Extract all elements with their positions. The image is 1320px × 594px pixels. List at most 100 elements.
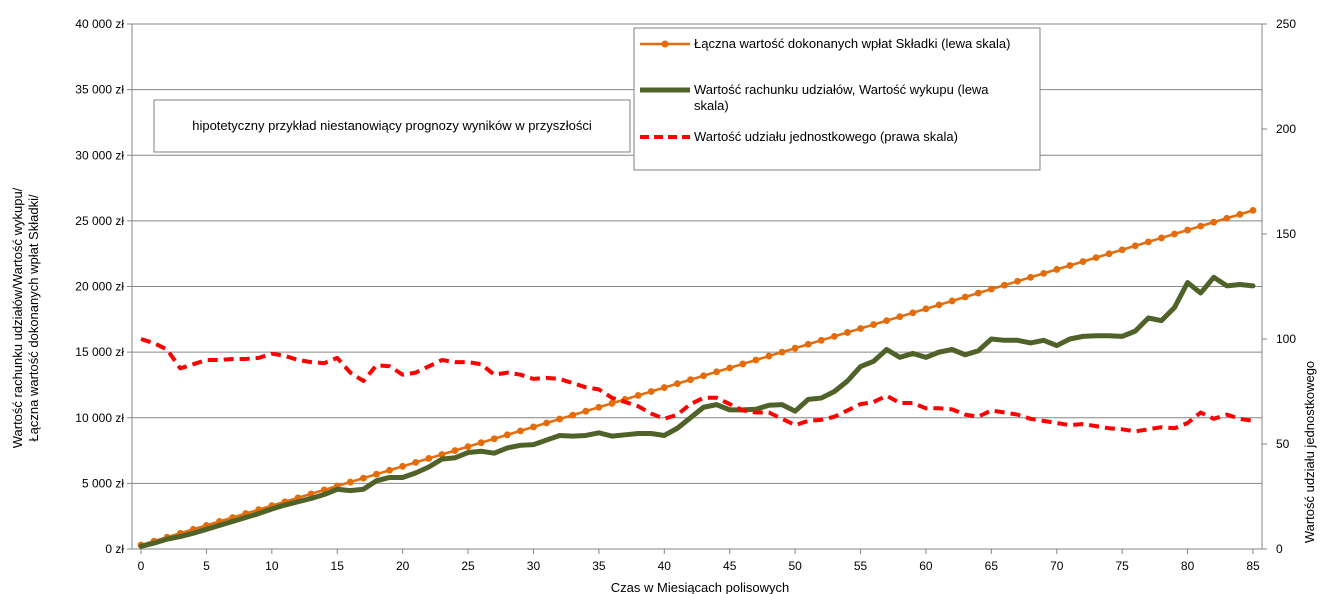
data-point-contributions [1131,242,1139,250]
x-tick-label: 35 [592,559,606,573]
x-tick-label: 75 [1115,559,1129,573]
data-point-contributions [857,325,864,332]
data-point-contributions [817,336,825,344]
left-axis-ticks: 0 zł 5 000 zł 10 000 zł 15 000 zł 20 000 zł 2… [75,17,132,556]
legend-item-account-value: Wartość rachunku udziałów, Wartość wykup… [640,82,992,113]
data-point-contributions [464,443,472,451]
data-point-contributions [739,360,747,368]
data-point-contributions [1092,254,1100,262]
data-point-contributions [883,317,891,325]
data-point-contributions [1118,246,1126,254]
data-point-contributions [830,332,838,340]
right-tick-label: 100 [1276,332,1296,346]
legend-label-account-value-line1: Wartość rachunku udziałów, Wartość wykup… [694,82,989,97]
x-tick-label: 15 [331,559,345,573]
data-point-contributions [844,329,851,336]
right-tick-label: 200 [1276,122,1296,136]
data-point-contributions [608,399,616,407]
data-point-contributions [477,439,485,447]
x-tick-label: 80 [1181,559,1195,573]
left-tick-label: 40 000 zł [75,17,124,31]
x-tick-label: 40 [658,559,672,573]
data-point-contributions [399,462,407,470]
legend-item-contributions: Łączna wartość dokonanych wpłat Składki … [640,36,1011,51]
data-point-contributions [569,411,577,419]
data-point-contributions [1171,230,1178,238]
legend-label-account-value-line2: skala) [694,98,729,113]
x-tick-label: 65 [985,559,999,573]
data-point-contributions [1223,214,1231,222]
data-point-contributions [909,309,917,317]
left-tick-label: 5 000 zł [82,476,124,490]
data-point-contributions [373,470,380,478]
data-point-contributions [556,415,564,423]
data-point-contributions [687,376,694,384]
series-line-unit-value [140,337,1254,434]
x-tick-label: 55 [854,559,868,573]
x-tick-label: 70 [1050,559,1064,573]
data-point-contributions [870,321,878,328]
x-tick-label: 85 [1246,559,1260,573]
left-tick-label: 25 000 zł [75,214,124,228]
data-point-contributions [1197,222,1205,230]
data-point-contributions [543,419,550,427]
data-point-contributions [647,388,655,395]
data-point-contributions [1236,210,1244,218]
data-point-contributions [673,380,681,388]
x-tick-label: 60 [919,559,933,573]
data-point-contributions [451,447,459,454]
left-tick-label: 20 000 zł [75,280,124,294]
data-point-contributions [1040,269,1048,277]
data-point-contributions [1249,206,1257,214]
legend-label-account-value: Wartość rachunku udziałów, Wartość wykup… [694,82,992,113]
left-tick-label: 35 000 zł [75,83,124,97]
legend-label-contributions: Łączna wartość dokonanych wpłat Składki … [694,36,1011,51]
data-point-contributions [1079,258,1087,265]
data-point-contributions [804,340,812,348]
left-tick-label: 15 000 zł [75,345,124,359]
data-point-contributions [490,435,498,443]
y-right-axis-title: Wartość udziału jednostkowego [1302,361,1317,543]
right-tick-label: 150 [1276,227,1296,241]
legend-label-unit-value: Wartość udziału jednostkowego (prawa ska… [694,129,958,144]
x-tick-label: 20 [396,559,410,573]
note-text: hipotetyczny przykład niestanowiący prog… [192,118,592,133]
data-point-contributions [987,285,995,293]
data-point-contributions [425,455,433,462]
data-point-contributions [1105,250,1113,258]
data-point-contributions [974,289,982,297]
x-axis-ticks: 0 5 10 15 20 25 30 35 40 45 50 55 60 65 70 75 80 85 [138,549,1260,573]
data-point-contributions [516,427,524,435]
note-box-frame [153,99,631,153]
legend: Łączna wartość dokonanych wpłat Składki … [633,27,1041,171]
x-tick-label: 10 [265,559,279,573]
data-point-contributions [700,372,707,380]
data-point-contributions [346,478,354,486]
right-axis-ticks: 0 50 100 150 200 250 [1262,17,1296,556]
data-point-contributions [1053,266,1061,273]
data-point-contributions [778,348,786,356]
data-point-contributions [530,423,537,431]
legend-frame [633,27,1041,171]
x-tick-label: 50 [788,559,802,573]
data-point-contributions [660,384,668,391]
data-point-contributions [896,313,904,321]
legend-item-unit-value: Wartość udziału jednostkowego (prawa ska… [640,129,958,144]
series-layer [137,206,1257,549]
y-left-axis-title-line1: Wartość rachunku udziałów/Wartość wykupu… [10,187,25,448]
right-tick-label: 50 [1276,437,1290,451]
data-point-contributions [1210,218,1218,226]
data-point-contributions [412,458,420,466]
data-point-contributions [1144,238,1152,246]
data-point-contributions [765,352,773,360]
data-point-contributions [595,403,603,411]
left-tick-label: 0 zł [105,542,124,556]
data-point-contributions [1014,277,1021,285]
data-point-contributions [386,466,393,474]
left-tick-label: 30 000 zł [75,148,124,162]
x-tick-label: 30 [527,559,541,573]
data-point-contributions [634,392,642,399]
data-point-contributions [582,407,590,415]
series-line-account-value [138,274,1256,549]
